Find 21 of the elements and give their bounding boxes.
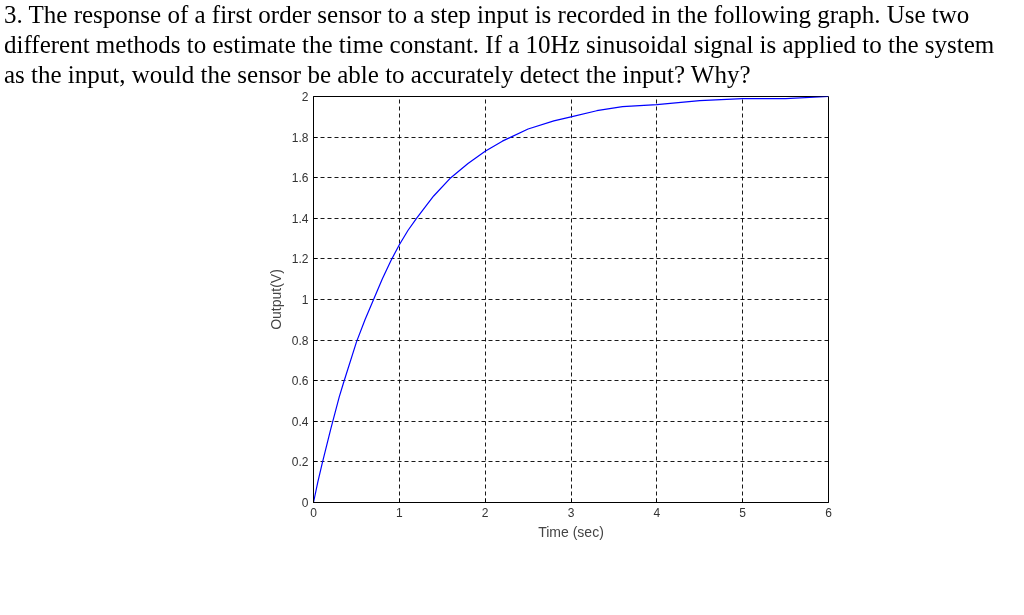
y-tick-label: 0.8 <box>291 333 309 348</box>
x-tick-label: 5 <box>739 505 747 520</box>
x-tick-label: 3 <box>567 505 575 520</box>
x-tick-label: 2 <box>481 505 489 520</box>
y-tick-label: 1 <box>301 293 309 307</box>
y-tick-label: 1.2 <box>291 252 309 267</box>
x-tick-label: 1 <box>396 505 403 520</box>
y-axis-title: Output(V) <box>267 269 284 330</box>
x-axis-title: Time (sec) <box>538 523 604 540</box>
y-tick-label: 0.4 <box>291 414 309 429</box>
line-series <box>313 96 829 503</box>
y-tick-label: 0.6 <box>291 374 309 389</box>
chart-title: 3. The response of a first order sensor to a step input is recorded in the following graph. Use two different methods to estimate the time constant. If a 10Hz sinusoidal signal is applied to the system as the input, would the sensor be able to accurately detect the input? Why? <box>4 0 996 90</box>
y-tick-label: 0 <box>301 496 309 510</box>
y-tick-label: 2 <box>301 90 309 104</box>
y-tick-label: 1.4 <box>291 211 309 226</box>
x-tick-label: 4 <box>653 505 661 520</box>
y-tick-label: 1.6 <box>291 171 309 186</box>
y-tick-label: 0.2 <box>291 455 309 470</box>
x-tick-label: 6 <box>825 505 833 520</box>
y-tick-label: 1.8 <box>291 130 309 145</box>
